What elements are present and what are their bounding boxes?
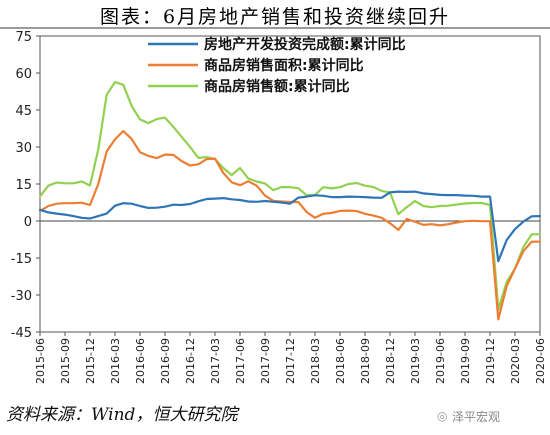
title-divider xyxy=(0,27,550,29)
x-tick-label: 2017-06 xyxy=(234,338,247,384)
y-tick-label: -45 xyxy=(11,326,32,341)
x-tick-label: 2016-12 xyxy=(184,338,197,384)
x-tick-label: 2020-06 xyxy=(534,338,547,384)
legend-label: 房地产开发投资完成额:累计同比 xyxy=(204,36,406,53)
wechat-icon: ◎ xyxy=(437,409,448,423)
x-tick-label: 2018-12 xyxy=(384,338,397,384)
y-tick-label: -15 xyxy=(11,252,32,267)
legend-label: 商品房销售面积:累计同比 xyxy=(204,57,364,74)
series-line xyxy=(38,129,542,321)
x-tick-label: 2019-12 xyxy=(484,338,497,384)
x-tick-label: 2019-09 xyxy=(459,338,472,384)
x-tick-label: 2018-09 xyxy=(359,338,372,384)
y-tick-label: 45 xyxy=(15,104,32,119)
source-note: 资料来源：Wind，恒大研究院 xyxy=(6,405,238,425)
chart-title: 图表：6月房地产销售和投资继续回升 xyxy=(99,6,451,28)
x-tick-label: 2016-06 xyxy=(134,338,147,384)
x-tick-label: 2019-03 xyxy=(409,338,422,384)
x-tick-label: 2018-03 xyxy=(309,338,322,384)
legend-label: 商品房销售额:累计同比 xyxy=(204,78,350,95)
y-tick-label: 60 xyxy=(15,67,32,82)
y-tick-label: -30 xyxy=(11,289,32,304)
x-tick-label: 2019-06 xyxy=(434,338,447,384)
y-axis: 75 60 45 30 15 0 -15 -30 -45 xyxy=(11,30,40,341)
x-tick-label: 2017-12 xyxy=(284,338,297,384)
x-tick-label: 2016-03 xyxy=(109,338,122,384)
series-lines xyxy=(38,80,542,321)
y-tick-label: 0 xyxy=(24,215,32,230)
series-line xyxy=(38,190,542,263)
watermark: 泽平宏观 xyxy=(452,410,501,424)
x-tick-label: 2017-03 xyxy=(209,338,222,384)
x-axis: 2015-06 2015-09 2015-12 2016-03 2016-06 2016-… xyxy=(34,220,547,384)
series-line xyxy=(38,80,542,311)
x-tick-label: 2017-09 xyxy=(259,338,272,384)
x-tick-label: 2020-03 xyxy=(509,338,522,384)
x-tick-label: 2015-12 xyxy=(84,338,97,384)
x-tick-label: 2016-09 xyxy=(159,338,172,384)
x-tick-label: 2018-06 xyxy=(334,338,347,384)
x-tick-label: 2015-06 xyxy=(34,338,47,384)
y-tick-label: 30 xyxy=(15,141,32,156)
y-tick-label: 15 xyxy=(15,178,32,193)
y-tick-label: 75 xyxy=(15,30,32,45)
x-tick-label: 2015-09 xyxy=(59,338,72,384)
